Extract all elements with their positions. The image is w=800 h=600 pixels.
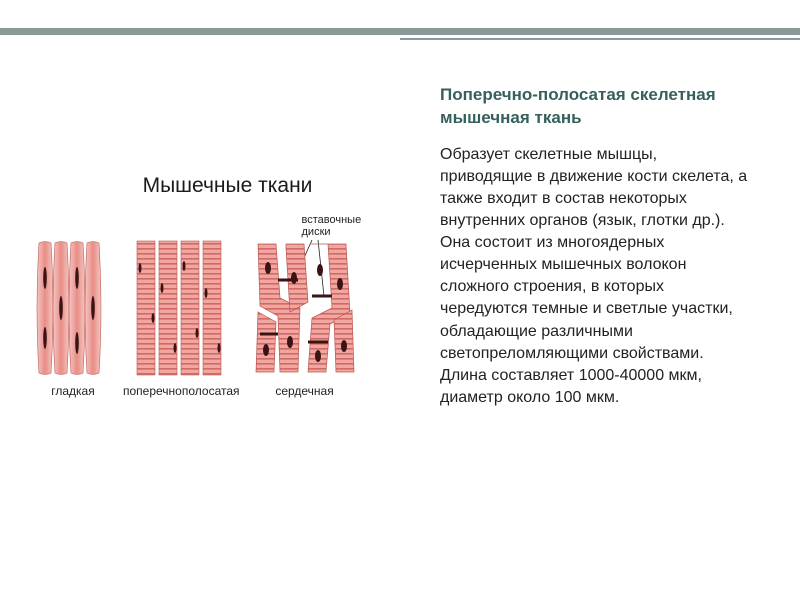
slide-content: Мышечные ткани	[0, 74, 800, 584]
diagram-column: Мышечные ткани	[0, 74, 440, 584]
accent-bar-thick	[0, 28, 800, 35]
tissue-smooth: гладкая	[33, 238, 113, 398]
section-body: Образует скелетные мышцы, приводящие в д…	[440, 144, 750, 409]
striated-tissue-icon	[131, 238, 231, 378]
intercalated-disc-label: вставочныедиски	[302, 214, 372, 238]
tissue-diagram: гладкая	[25, 238, 430, 398]
smooth-tissue-icon	[33, 238, 113, 378]
accent-bar-thin	[400, 38, 800, 40]
section-subtitle: Поперечно-полосатая скелетная мышечная т…	[440, 84, 750, 130]
text-column: Поперечно-полосатая скелетная мышечная т…	[440, 74, 800, 584]
tissue-striated-label: поперечнополосатая	[123, 384, 240, 398]
tissue-striated: поперечнополосатая	[123, 238, 240, 398]
tissue-smooth-label: гладкая	[33, 384, 113, 398]
cardiac-tissue-icon	[250, 238, 360, 378]
tissue-cardiac: вставочныедиски	[250, 238, 360, 398]
diagram-title: Мышечные ткани	[25, 174, 430, 198]
tissue-cardiac-label: сердечная	[250, 384, 360, 398]
header-accent	[0, 28, 800, 40]
